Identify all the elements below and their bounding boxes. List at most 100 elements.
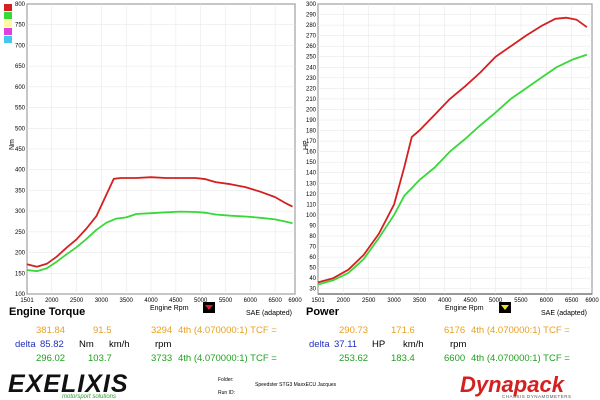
legend-swatch[interactable] <box>4 20 12 27</box>
y-tick-label: 160 <box>306 150 317 156</box>
run-name: Speedster STG3 MaxxECU Jacques <box>255 382 337 388</box>
x-tick-label: 2500 <box>362 298 376 304</box>
x-tick-label: 6900 <box>288 298 302 304</box>
svg-text:CHASSIS DYNAMOMETERS: CHASSIS DYNAMOMETERS <box>502 394 572 399</box>
power-x-ticks: 1501 2000 2500 3000 3500 4000 4500 5000 5500 6000… <box>311 298 599 304</box>
dynapack-logo: Dynapack CHASSIS DYNAMOMETERS <box>460 372 572 399</box>
readout-delta-label: delta <box>15 339 36 350</box>
power-y-axis-label: HP <box>303 140 310 150</box>
legend-swatch[interactable] <box>4 36 12 43</box>
run-id-label: Run ID: <box>218 390 235 396</box>
y-tick-label: 120 <box>306 192 317 198</box>
readout-red-gear: 4th (4.070000:1) TCF = <box>471 325 570 336</box>
x-tick-label: 5000 <box>489 298 503 304</box>
y-tick-label: 280 <box>306 23 317 29</box>
x-tick-label: 4000 <box>144 298 158 304</box>
y-tick-label: 130 <box>306 181 317 187</box>
torque-title: Engine Torque <box>9 306 85 318</box>
readout-red-gear: 4th (4.070000:1) TCF = <box>178 325 277 336</box>
legend-swatch[interactable] <box>4 28 12 35</box>
torque-chart: 100 150 200 250 300 350 400 450 500 550 600 650 700 7… <box>9 2 302 318</box>
y-tick-label: 550 <box>15 106 26 112</box>
x-tick-label: 5000 <box>194 298 208 304</box>
y-tick-label: 110 <box>306 202 316 208</box>
power-rpm-marker[interactable] <box>499 302 511 313</box>
y-tick-label: 90 <box>309 223 316 229</box>
power-gridlines <box>317 3 593 294</box>
readout-red-value: 290.73 <box>339 325 368 336</box>
readout-kmh-label: km/h <box>109 339 130 350</box>
x-tick-label: 6500 <box>565 298 579 304</box>
x-tick-label: 6000 <box>540 298 554 304</box>
power-readout: 290.73 171.6 6176 4th (4.070000:1) TCF =… <box>309 325 570 364</box>
x-tick-label: 2000 <box>337 298 351 304</box>
readout-green-kmh: 103.7 <box>88 353 112 364</box>
x-tick-label: 3500 <box>120 298 134 304</box>
series-line <box>317 16 588 284</box>
svg-text:motorsport solutions: motorsport solutions <box>62 394 116 400</box>
y-tick-label: 200 <box>15 251 26 257</box>
x-tick-label: 5500 <box>514 298 528 304</box>
readout-unit: HP <box>372 339 385 350</box>
series-line <box>26 210 293 273</box>
x-tick-label: 3000 <box>387 298 401 304</box>
x-tick-label: 3500 <box>413 298 427 304</box>
y-tick-label: 500 <box>15 126 26 132</box>
y-tick-label: 210 <box>306 97 317 103</box>
footer: EXELIXIS motorsport solutions Folder: Sp… <box>8 370 572 400</box>
power-title: Power <box>306 306 340 318</box>
legend-swatch[interactable] <box>4 12 12 19</box>
legend-swatches <box>4 4 12 43</box>
torque-readout: 381.84 91.5 3294 4th (4.070000:1) TCF = … <box>15 325 277 364</box>
readout-red-rpm: 3294 <box>151 325 172 336</box>
readout-delta-value: 37.11 <box>334 339 357 350</box>
readout-green-value: 253.62 <box>339 353 368 364</box>
readout-unit: Nm <box>79 339 94 350</box>
svg-text:Dynapack: Dynapack <box>460 372 566 397</box>
readout-rpm-label: rpm <box>450 339 466 350</box>
y-tick-label: 750 <box>15 23 26 29</box>
torque-sae-label: SAE (adapted) <box>246 310 292 317</box>
y-tick-label: 240 <box>306 65 317 71</box>
torque-rpm-marker[interactable] <box>203 302 215 313</box>
y-tick-label: 290 <box>306 13 317 19</box>
readout-red-kmh: 171.6 <box>391 325 415 336</box>
power-plot-frame <box>317 3 593 295</box>
y-tick-label: 650 <box>15 64 26 70</box>
y-tick-label: 30 <box>309 287 316 293</box>
torque-y-axis-label: Nm <box>9 139 16 150</box>
y-tick-label: 220 <box>306 86 317 92</box>
y-tick-label: 180 <box>306 129 317 135</box>
power-chart: 30 40 50 60 70 80 90 100 110 120 130 140 150 160 170 18… <box>303 2 599 318</box>
x-tick-label: 3000 <box>95 298 109 304</box>
x-tick-label: 6000 <box>244 298 258 304</box>
readout-kmh-label: km/h <box>403 339 424 350</box>
y-tick-label: 600 <box>15 85 26 91</box>
readout-red-kmh: 91.5 <box>93 325 112 336</box>
y-tick-label: 700 <box>15 43 26 49</box>
y-tick-label: 100 <box>15 292 26 298</box>
torque-y-ticks: 100 150 200 250 300 350 400 450 500 550 600 650 700 7… <box>15 2 26 298</box>
x-tick-label: 4000 <box>438 298 452 304</box>
legend-swatch[interactable] <box>4 4 12 11</box>
readout-red-rpm: 6176 <box>444 325 465 336</box>
y-tick-label: 150 <box>15 271 26 277</box>
torque-x-axis-label: Engine Rpm <box>150 305 189 312</box>
y-tick-label: 450 <box>15 147 26 153</box>
torque-x-ticks: 1501 2000 2500 3000 3500 4000 4500 5000 5500 6000… <box>20 298 302 304</box>
y-tick-label: 60 <box>309 255 316 261</box>
torque-series <box>26 176 293 273</box>
y-tick-label: 50 <box>309 266 316 272</box>
series-line <box>317 53 588 286</box>
x-tick-label: 1501 <box>20 298 34 304</box>
y-tick-label: 230 <box>306 76 317 82</box>
y-tick-label: 190 <box>306 118 317 124</box>
x-tick-label: 4500 <box>464 298 478 304</box>
folder-label: Folder: <box>218 377 234 383</box>
y-tick-label: 140 <box>306 171 317 177</box>
y-tick-label: 70 <box>309 245 316 251</box>
readout-delta-label: delta <box>309 339 330 350</box>
readout-green-gear: 4th (4.070000:1) TCF = <box>471 353 570 364</box>
marker-arrow-icon <box>205 305 213 310</box>
